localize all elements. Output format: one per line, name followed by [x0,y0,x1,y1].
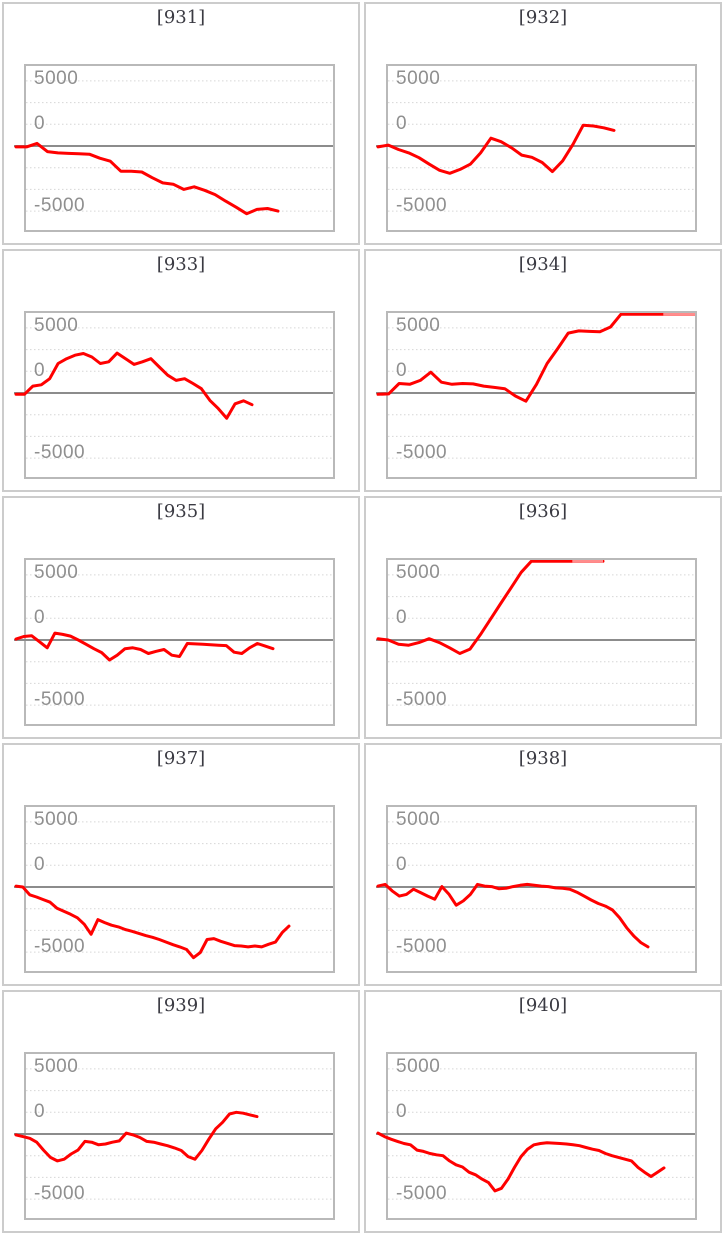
y-tick-5000: 5000 [396,1056,441,1077]
plot-area: 5000 0 -5000 [376,558,697,726]
plot-area: 5000 0 -5000 [376,64,697,232]
series-line [14,631,275,662]
chart-card-940: [940] 5000 0 -5000 [364,990,722,1233]
y-tick-0: 0 [396,360,408,381]
chart-title: [940] [518,995,568,1016]
line-chart-svg [14,1068,333,1200]
chart-card-931: [931] 5000 0 -5000 [2,2,360,245]
y-tick-5000: 5000 [396,809,441,830]
y-tick-0: 0 [34,607,46,628]
chart-card-935: [935] 5000 0 -5000 [2,496,360,739]
chart-title: [935] [156,501,206,522]
series-line [376,123,616,175]
line-chart-svg [376,313,695,459]
y-tick-0: 0 [34,113,46,134]
y-tick-5000: 5000 [34,562,79,583]
y-tick-0: 0 [34,360,46,381]
chart-title: [932] [518,7,568,28]
series-line [376,882,650,949]
chart-title: [937] [156,748,206,769]
plot-area: 5000 0 -5000 [14,558,335,726]
y-tick-0: 0 [396,607,408,628]
series-line [14,884,291,960]
y-tick-neg5000: -5000 [396,195,448,216]
line-chart-svg [14,821,333,960]
chart-card-936: [936] 5000 0 -5000 [364,496,722,739]
y-tick-0: 0 [396,854,408,875]
y-tick-neg5000: -5000 [34,1183,86,1204]
chart-title: [933] [156,254,206,275]
chart-card-937: [937] 5000 0 -5000 [2,743,360,986]
plot-area: 5000 0 -5000 [376,1052,697,1220]
y-tick-0: 0 [34,854,46,875]
y-tick-neg5000: -5000 [396,936,448,957]
line-chart-svg [376,821,695,953]
y-tick-neg5000: -5000 [396,442,448,463]
series-line [376,313,695,403]
y-tick-5000: 5000 [34,1056,79,1077]
line-chart-svg [14,80,333,216]
y-tick-neg5000: -5000 [396,689,448,710]
series-line [376,1131,666,1193]
plot-area: 5000 0 -5000 [376,311,697,479]
series-line [14,351,254,420]
line-chart-svg [14,327,333,459]
y-tick-neg5000: -5000 [34,442,86,463]
plot-area: 5000 0 -5000 [376,805,697,973]
series-line [376,560,605,655]
y-tick-5000: 5000 [34,315,79,336]
y-tick-5000: 5000 [396,68,441,89]
chart-title: [934] [518,254,568,275]
series-line [14,1110,259,1163]
y-tick-neg5000: -5000 [34,689,86,710]
chart-card-933: [933] 5000 0 -5000 [2,249,360,492]
y-tick-neg5000: -5000 [34,936,86,957]
line-chart-svg [376,1068,695,1200]
chart-card-934: [934] 5000 0 -5000 [364,249,722,492]
plot-area: 5000 0 -5000 [14,311,335,479]
series-line [14,141,280,216]
y-tick-5000: 5000 [34,68,79,89]
line-chart-svg [14,574,333,706]
line-chart-svg [376,560,695,706]
y-tick-0: 0 [396,113,408,134]
chart-card-932: [932] 5000 0 -5000 [364,2,722,245]
chart-title: [936] [518,501,568,522]
y-tick-5000: 5000 [396,315,441,336]
y-tick-neg5000: -5000 [396,1183,448,1204]
y-tick-5000: 5000 [396,562,441,583]
y-tick-0: 0 [34,1101,46,1122]
plot-area: 5000 0 -5000 [14,64,335,232]
chart-card-939: [939] 5000 0 -5000 [2,990,360,1233]
y-tick-0: 0 [396,1101,408,1122]
chart-card-938: [938] 5000 0 -5000 [364,743,722,986]
y-tick-5000: 5000 [34,809,79,830]
plot-area: 5000 0 -5000 [14,805,335,973]
plot-area: 5000 0 -5000 [14,1052,335,1220]
chart-title: [938] [518,748,568,769]
chart-title: [931] [156,7,206,28]
y-tick-neg5000: -5000 [34,195,86,216]
chart-title: [939] [156,995,206,1016]
line-chart-svg [376,80,695,212]
